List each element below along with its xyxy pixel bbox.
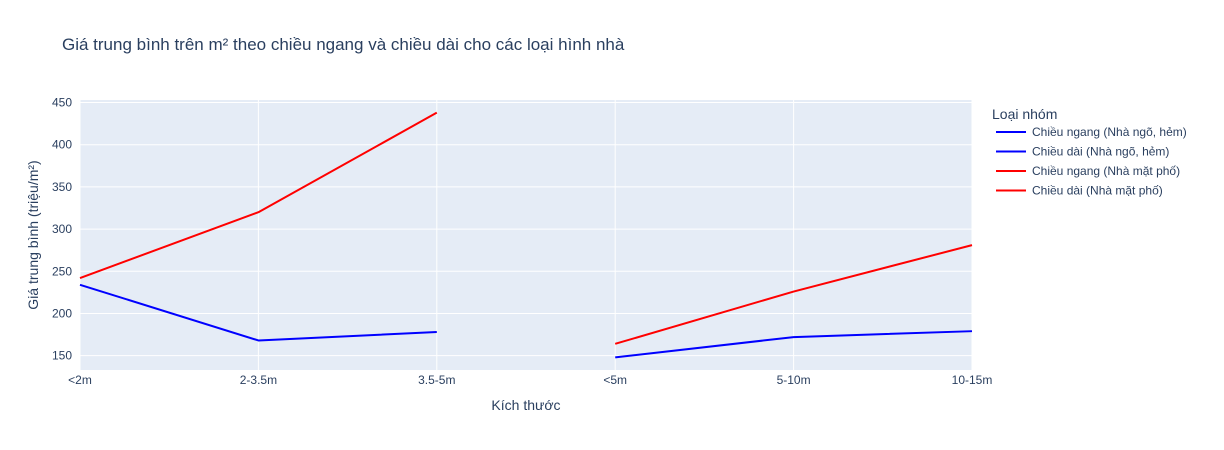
x-tick-label: 2-3.5m <box>240 373 277 387</box>
series-line-4 <box>614 244 973 345</box>
plot-area <box>80 100 972 370</box>
legend-item-label: Chiều dài (Nhà ngõ, hẻm) <box>1032 145 1169 159</box>
legend-item-label: Chiều dài (Nhà mặt phố) <box>1032 184 1163 198</box>
y-tick-label: 150 <box>52 349 72 363</box>
y-tick-label: 400 <box>52 138 72 152</box>
series-lines <box>79 111 973 359</box>
legend: Loại nhóm Chiều ngang (Nhà ngõ, hẻm) Chiề… <box>992 106 1187 198</box>
series-line-1 <box>79 283 437 342</box>
x-axis-ticks: <2m 2-3.5m 3.5-5m <5m 5-10m 10-15m <box>68 373 992 387</box>
legend-item-label: Chiều ngang (Nhà ngõ, hẻm) <box>1032 125 1187 139</box>
x-tick-label: 5-10m <box>777 373 811 387</box>
y-tick-label: 350 <box>52 180 72 194</box>
y-tick-label: 300 <box>52 222 72 236</box>
gridlines <box>79 100 973 370</box>
x-tick-label: 3.5-5m <box>418 373 455 387</box>
x-tick-label: 10-15m <box>952 373 993 387</box>
y-axis-title: Giá trung bình (triệu/m²) <box>25 160 41 309</box>
y-tick-label: 450 <box>52 96 72 110</box>
legend-item-label: Chiều ngang (Nhà mặt phố) <box>1032 164 1180 178</box>
y-tick-label: 200 <box>52 306 72 320</box>
y-tick-label: 250 <box>52 264 72 278</box>
x-tick-label: <5m <box>603 373 627 387</box>
legend-title: Loại nhóm <box>992 106 1057 122</box>
x-tick-label: <2m <box>68 373 92 387</box>
x-axis-title: Kích thước <box>491 397 560 413</box>
series-line-3 <box>79 111 438 279</box>
series-line-2 <box>615 330 973 359</box>
y-axis-ticks: 150 200 250 300 350 400 450 <box>52 96 72 363</box>
chart-title: Giá trung bình trên m² theo chiều ngang … <box>62 35 625 54</box>
